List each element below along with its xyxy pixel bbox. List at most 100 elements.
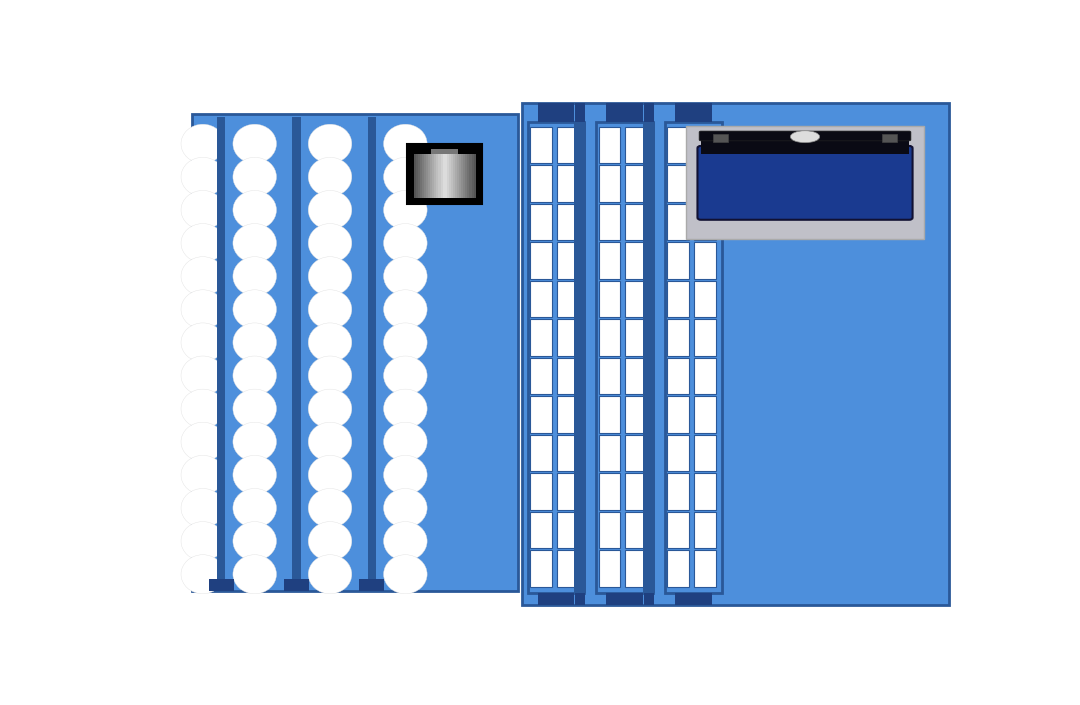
Bar <box>557 435 579 471</box>
Bar <box>431 149 458 154</box>
Ellipse shape <box>233 389 276 428</box>
Bar <box>694 435 716 471</box>
Bar <box>598 358 621 394</box>
Bar <box>367 116 376 579</box>
Ellipse shape <box>233 489 276 527</box>
Ellipse shape <box>308 522 352 560</box>
Bar <box>530 396 552 433</box>
Bar <box>472 154 474 197</box>
Bar <box>667 512 689 548</box>
Ellipse shape <box>308 124 352 164</box>
Ellipse shape <box>308 257 352 296</box>
Bar <box>694 319 716 356</box>
Bar <box>665 122 721 593</box>
Bar <box>694 243 716 278</box>
Ellipse shape <box>383 190 427 230</box>
Ellipse shape <box>383 223 427 263</box>
Bar <box>643 122 654 593</box>
Bar <box>407 145 483 204</box>
Bar <box>530 127 552 164</box>
Bar <box>432 154 435 197</box>
Bar <box>667 474 689 510</box>
Bar <box>438 154 442 197</box>
Bar <box>418 154 421 197</box>
Bar <box>667 396 689 433</box>
Bar <box>598 396 621 433</box>
Bar <box>625 396 647 433</box>
Ellipse shape <box>383 455 427 494</box>
Bar <box>625 166 647 202</box>
Bar <box>208 579 233 591</box>
Bar <box>463 154 467 197</box>
Ellipse shape <box>181 455 225 494</box>
Ellipse shape <box>308 455 352 494</box>
Ellipse shape <box>383 257 427 296</box>
Bar <box>667 358 689 394</box>
Bar <box>557 512 579 548</box>
Bar <box>443 154 446 197</box>
Bar <box>575 122 586 593</box>
Bar <box>598 243 621 278</box>
Bar <box>557 204 579 240</box>
Ellipse shape <box>233 290 276 329</box>
Ellipse shape <box>383 389 427 428</box>
Ellipse shape <box>383 157 427 197</box>
FancyBboxPatch shape <box>698 146 913 220</box>
Ellipse shape <box>308 555 352 594</box>
Bar <box>714 135 728 142</box>
Bar <box>457 154 460 197</box>
Bar <box>453 154 456 197</box>
Ellipse shape <box>383 323 427 362</box>
Bar <box>598 204 621 240</box>
Bar <box>557 319 579 356</box>
Bar <box>667 243 689 278</box>
Bar <box>694 127 716 164</box>
Bar <box>598 435 621 471</box>
Bar <box>598 319 621 356</box>
Bar <box>538 593 575 605</box>
Bar <box>455 154 458 197</box>
Bar <box>530 319 552 356</box>
Ellipse shape <box>233 223 276 263</box>
Ellipse shape <box>233 257 276 296</box>
Ellipse shape <box>181 124 225 164</box>
Bar <box>667 551 689 587</box>
Bar <box>557 358 579 394</box>
Ellipse shape <box>181 489 225 527</box>
Bar <box>625 358 647 394</box>
Ellipse shape <box>181 290 225 329</box>
Bar <box>414 154 417 197</box>
Bar <box>284 579 309 591</box>
Ellipse shape <box>308 290 352 329</box>
Bar <box>557 281 579 317</box>
Bar <box>667 281 689 317</box>
Bar <box>360 579 384 591</box>
Bar <box>625 551 647 587</box>
Ellipse shape <box>791 130 820 142</box>
Bar <box>422 154 424 197</box>
Bar <box>694 204 716 240</box>
Ellipse shape <box>233 124 276 164</box>
Bar <box>694 166 716 202</box>
Bar <box>675 593 712 605</box>
Bar <box>430 154 433 197</box>
Bar <box>625 243 647 278</box>
Bar <box>675 103 712 122</box>
Ellipse shape <box>181 522 225 560</box>
Ellipse shape <box>181 389 225 428</box>
Bar <box>424 154 427 197</box>
Ellipse shape <box>383 555 427 594</box>
Bar <box>530 512 552 548</box>
Ellipse shape <box>383 489 427 527</box>
Ellipse shape <box>308 356 352 395</box>
Bar <box>667 204 689 240</box>
Bar <box>557 127 579 164</box>
Ellipse shape <box>181 223 225 263</box>
Bar <box>557 166 579 202</box>
Bar <box>694 281 716 317</box>
Bar <box>445 154 447 197</box>
Ellipse shape <box>181 257 225 296</box>
Bar <box>644 593 653 605</box>
Ellipse shape <box>181 323 225 362</box>
Bar <box>598 512 621 548</box>
